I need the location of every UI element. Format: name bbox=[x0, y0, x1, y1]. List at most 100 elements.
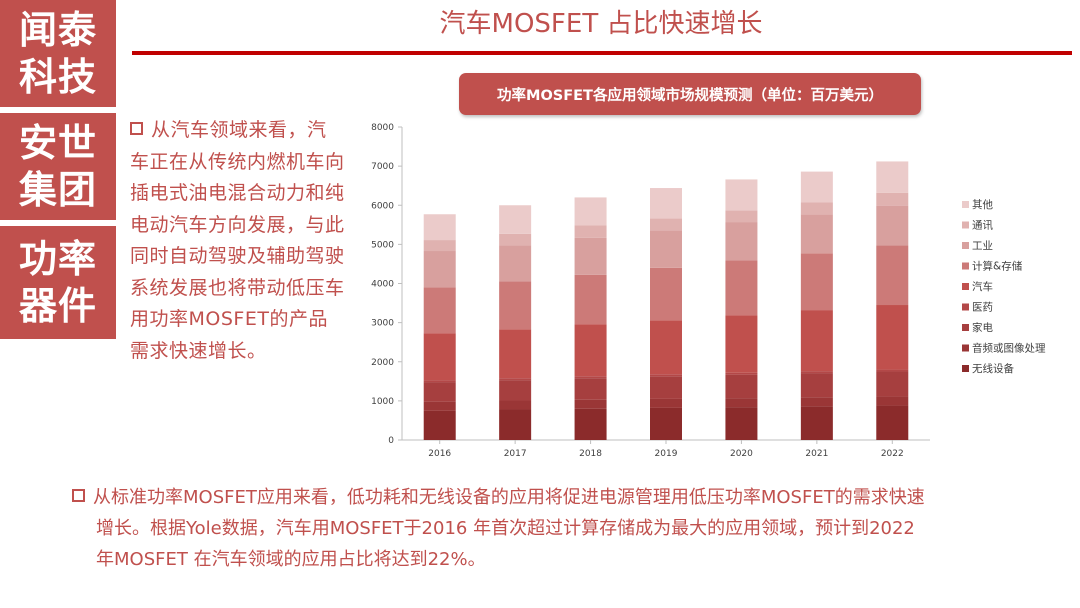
chart-title: 功率MOSFET各应用领域市场规模预测（单位：百万美元） bbox=[459, 73, 921, 115]
bar-segment bbox=[650, 267, 682, 321]
bar-segment bbox=[800, 310, 833, 372]
bar-segment bbox=[574, 237, 607, 275]
bar-segment bbox=[499, 329, 532, 379]
bar-segment bbox=[499, 205, 532, 234]
x-tick-label: 2016 bbox=[428, 449, 451, 459]
bottom-paragraph-line-3: 年MOSFET 在汽车领域的应用占比将达到22%。 bbox=[96, 549, 486, 570]
bar-segment bbox=[423, 410, 456, 440]
brand-block-nexperia: 安世 集团 bbox=[0, 113, 116, 220]
legend-swatch bbox=[962, 365, 969, 372]
legend-label: 汽车 bbox=[972, 280, 993, 293]
legend-label: 计算&存储 bbox=[972, 260, 1023, 273]
y-tick-label: 1000 bbox=[371, 397, 394, 407]
bar-segment bbox=[650, 374, 682, 377]
legend-label: 无线设备 bbox=[972, 362, 1014, 375]
y-tick-label: 0 bbox=[388, 436, 394, 446]
bar-segment bbox=[876, 161, 909, 193]
bar-segment bbox=[650, 407, 682, 440]
bar-segment bbox=[574, 197, 607, 226]
legend-swatch bbox=[962, 324, 969, 331]
brand-line: 器件 bbox=[18, 283, 97, 328]
bar-segment bbox=[725, 315, 758, 373]
x-tick-label: 2020 bbox=[730, 449, 753, 459]
bar-segment bbox=[574, 324, 607, 377]
bar-segment bbox=[499, 380, 532, 401]
left-paragraph-block: 从汽车领域来看，汽车正在从传统内燃机车向插电式油电混合动力和纯电动汽车方向发展，… bbox=[130, 115, 345, 367]
bar-segment bbox=[574, 399, 607, 409]
bar-segment bbox=[499, 245, 532, 282]
bar-segment bbox=[423, 382, 456, 402]
bar-segment bbox=[423, 240, 456, 252]
bar-segment bbox=[725, 179, 758, 211]
bar-segment bbox=[876, 371, 909, 397]
y-tick-label: 6000 bbox=[371, 201, 394, 211]
legend-label: 通讯 bbox=[972, 219, 993, 232]
y-tick-label: 5000 bbox=[371, 240, 394, 250]
bar-segment bbox=[574, 408, 607, 440]
legend-label: 音频或图像处理 bbox=[972, 342, 1046, 355]
bar-segment bbox=[574, 225, 607, 238]
bar-segment bbox=[725, 407, 758, 440]
bottom-paragraph-line-2: 增长。根据Yole数据，汽车用MOSFET于2016 年首次超过计算存储成为最大… bbox=[96, 518, 915, 539]
legend-label: 其他 bbox=[972, 198, 993, 211]
bar-segment bbox=[725, 222, 758, 261]
bar-segment bbox=[800, 406, 833, 440]
legend-label: 医药 bbox=[972, 302, 993, 314]
y-tick-label: 8000 bbox=[371, 123, 394, 133]
bar-segment bbox=[650, 218, 682, 231]
bar-segment bbox=[423, 401, 456, 411]
bar-segment bbox=[725, 398, 758, 408]
legend-swatch bbox=[962, 221, 969, 229]
bar-segment bbox=[800, 397, 833, 407]
bar-segment bbox=[800, 371, 833, 374]
y-tick-label: 4000 bbox=[371, 280, 394, 290]
bottom-paragraph-line-1: 从标准功率MOSFET应用来看，低功耗和无线设备的应用将促进电源管理用低压功率M… bbox=[93, 487, 925, 508]
brand-line: 功率 bbox=[18, 236, 97, 281]
bar-segment bbox=[650, 188, 682, 219]
bar-segment bbox=[650, 398, 682, 408]
brand-line: 集团 bbox=[18, 167, 97, 212]
y-tick-label: 7000 bbox=[371, 162, 394, 172]
bar-segment bbox=[876, 205, 909, 246]
bar-segment bbox=[499, 233, 532, 246]
bar-segment bbox=[423, 251, 456, 288]
legend-label: 家电 bbox=[972, 321, 993, 334]
bar-segment bbox=[650, 320, 682, 375]
legend-label: 工业 bbox=[972, 240, 993, 252]
bar-segment bbox=[800, 202, 833, 215]
bar-segment bbox=[876, 305, 909, 370]
y-tick-label: 3000 bbox=[371, 319, 394, 329]
bottom-paragraph-block: 从标准功率MOSFET应用来看，低功耗和无线设备的应用将促进电源管理用低压功率M… bbox=[72, 482, 1042, 575]
legend-swatch bbox=[962, 344, 969, 352]
bar-segment bbox=[650, 230, 682, 268]
bar-segment bbox=[876, 245, 909, 306]
bar-segment bbox=[725, 374, 758, 399]
bar-segment bbox=[423, 333, 456, 381]
bar-segment bbox=[876, 405, 909, 440]
bar-segment bbox=[725, 260, 758, 316]
legend-swatch bbox=[962, 283, 969, 290]
stacked-bar-chart: 0 1000 2000 3000 4000 5000 6000 7000 8000 2016 201… bbox=[371, 123, 1046, 459]
x-tick-label: 2018 bbox=[579, 449, 602, 459]
bar-segment bbox=[800, 171, 833, 203]
bar-segment bbox=[650, 376, 682, 399]
brand-line: 安世 bbox=[18, 120, 97, 165]
brand-line: 科技 bbox=[18, 54, 97, 99]
bar-segment bbox=[725, 372, 758, 375]
bar-segment bbox=[876, 396, 909, 406]
bar-segment bbox=[423, 287, 456, 334]
bar-segment bbox=[499, 409, 532, 440]
bar-segment bbox=[423, 380, 456, 383]
bar-segment bbox=[800, 253, 833, 311]
bar-segment bbox=[499, 281, 532, 330]
legend-swatch bbox=[962, 201, 969, 208]
brand-line: 闻泰 bbox=[18, 7, 97, 52]
page-title: 汽车MOSFET 占比快速增长 bbox=[439, 9, 763, 39]
y-tick-label: 2000 bbox=[371, 358, 394, 368]
bar-segment bbox=[800, 373, 833, 398]
bar-segment bbox=[574, 378, 607, 400]
legend-swatch bbox=[962, 242, 969, 249]
bar-segment bbox=[574, 274, 607, 325]
legend-swatch bbox=[962, 262, 969, 270]
x-tick-label: 2021 bbox=[805, 449, 828, 459]
